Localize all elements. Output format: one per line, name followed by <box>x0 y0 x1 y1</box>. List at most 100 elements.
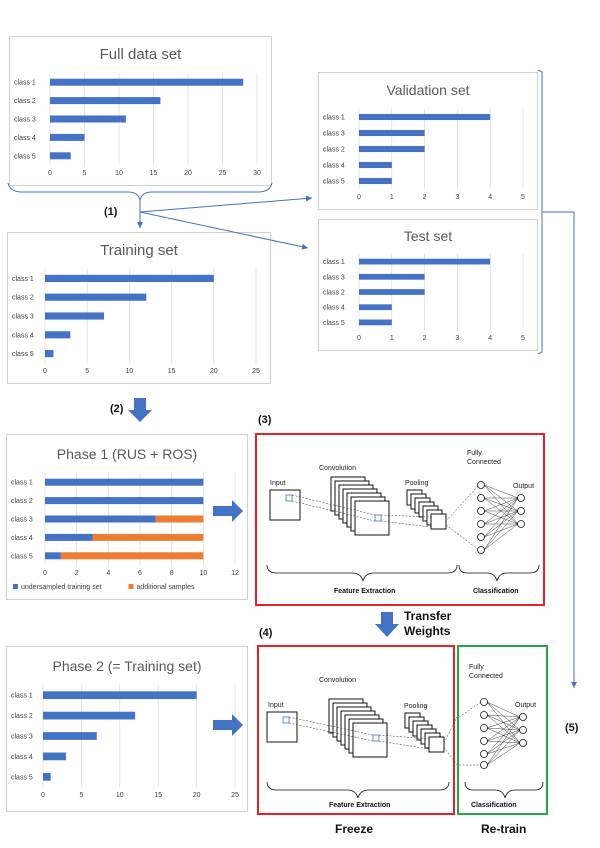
cnn-diagram-phase2-retrain: Fully Connected Output Classification <box>457 645 548 815</box>
phase1-bar <box>45 497 204 505</box>
cnn1-input-label: Input <box>270 480 286 487</box>
phase1-category-label: class 5 <box>11 553 33 560</box>
validation-tick-label: 4 <box>488 194 492 201</box>
training-category-label: class 5 <box>12 351 34 358</box>
pooling-stack <box>404 712 445 753</box>
training-tick-label: 10 <box>126 368 134 375</box>
training-bar <box>45 331 71 339</box>
phase1-tick-label: 2 <box>75 570 79 577</box>
training-set-svg: Training set 0 5 10 15 20 25 class 1 class 2 clas… <box>12 242 260 375</box>
cnn-diagram-phase2-freeze: Input Convolution Pooling <box>257 645 457 815</box>
validation-category-label: class 2 <box>323 147 345 154</box>
validation-tick-label: 1 <box>390 194 394 201</box>
phase2-tick-label: 5 <box>79 792 83 799</box>
phase1-chart: Phase 1 (RUS + ROS) 0 2 4 6 8 10 12 class 1 class… <box>6 434 248 600</box>
test-tick-label: 3 <box>455 335 459 342</box>
validation-set-chart: Validation set 0 1 2 3 4 5 class 1 class 3 class … <box>318 72 538 210</box>
classification-brace <box>464 781 544 799</box>
test-bar <box>359 258 491 265</box>
phase1-legend-label: undersampled training set <box>21 584 102 591</box>
test-category-label: class 2 <box>323 290 345 297</box>
training-bar <box>45 350 54 358</box>
input-kernel <box>282 716 290 724</box>
phase1-tick-label: 10 <box>199 570 207 577</box>
validation-bar <box>359 161 392 169</box>
step2-label: (2) <box>110 403 124 415</box>
training-tick-label: 5 <box>85 368 89 375</box>
freeze-label: Freeze <box>335 822 374 836</box>
phase1-svg: Phase 1 (RUS + ROS) 0 2 4 6 8 10 12 class 1 class… <box>11 446 239 591</box>
retrain-label: Re-train <box>481 822 527 836</box>
cnn1-fc-label-2: Connected <box>467 459 501 466</box>
test-set-svg: Test set 0 1 2 3 4 5 class 1 class 3 class 2 class… <box>323 228 525 342</box>
full-tick-label: 0 <box>48 170 52 177</box>
cnn-diagram-phase1: Input Convolution Pooling <box>255 433 545 606</box>
cnn1-feature-extraction: Feature Extraction <box>334 588 395 595</box>
phase1-bar <box>155 515 204 523</box>
cnn2-input-label: Input <box>268 702 284 709</box>
phase1-bar <box>45 478 204 486</box>
test-bar <box>359 319 392 326</box>
fully-connected-layer <box>477 481 485 554</box>
full-title: Full data set <box>100 46 183 63</box>
full-category-label: class 2 <box>14 98 36 105</box>
transfer-down-arrow-icon <box>375 612 399 637</box>
convolution-stack <box>328 698 388 758</box>
full-data-set-chart: Full data set 0 5 10 15 20 25 30 class 1 class 2 c… <box>9 36 272 186</box>
cnn1-pooling-label: Pooling <box>405 480 428 487</box>
phase2-bar <box>43 732 97 740</box>
test-category-label: class 1 <box>323 259 345 266</box>
training-category-label: class 4 <box>12 332 34 339</box>
down-arrow-icon <box>128 398 152 422</box>
cnn2-fc-label-1: Fully <box>469 664 484 671</box>
full-bar <box>50 133 85 141</box>
training-tick-label: 25 <box>252 368 260 375</box>
test-bar <box>359 304 392 311</box>
cnn2-output-label: Output <box>515 702 536 709</box>
cnn2-feature-extraction: Feature Extraction <box>329 802 390 809</box>
phase1-tick-label: 4 <box>106 570 110 577</box>
validation-title: Validation set <box>386 82 469 98</box>
validation-tick-label: 2 <box>423 194 427 201</box>
validation-tick-label: 3 <box>455 194 459 201</box>
input-kernel <box>285 494 293 502</box>
full-data-set-svg: Full data set 0 5 10 15 20 25 30 class 1 class 2 c… <box>14 46 261 177</box>
phase2-tick-label: 25 <box>231 792 239 799</box>
phase2-bar <box>43 752 67 761</box>
phase2-title: Phase 2 (= Training set) <box>52 658 201 674</box>
phase2-bar <box>43 691 197 700</box>
phase2-svg: Phase 2 (= Training set) 0 5 10 15 20 25 class … <box>11 658 239 799</box>
cnn2-pooling-label: Pooling <box>404 703 427 710</box>
phase1-category-label: class 3 <box>11 517 33 524</box>
phase1-tick-label: 0 <box>43 570 47 577</box>
phase1-category-label: class 2 <box>11 498 33 505</box>
phase2-category-label: class 1 <box>11 693 33 700</box>
training-category-label: class 1 <box>12 276 34 283</box>
phase1-tick-label: 6 <box>138 570 142 577</box>
validation-category-label: class 5 <box>323 179 345 186</box>
cnn1-output-label: Output <box>513 483 534 490</box>
phase2-bar <box>43 772 51 781</box>
full-category-label: class 1 <box>14 80 36 87</box>
test-bar <box>359 289 425 295</box>
cnn2-fc-label-2: Connected <box>469 673 503 680</box>
weights-label: Weights <box>404 624 451 638</box>
input-layer <box>269 489 301 521</box>
phase2-tick-label: 0 <box>41 792 45 799</box>
phase2-tick-label: 10 <box>116 792 124 799</box>
full-tick-label: 10 <box>115 170 123 177</box>
test-category-label: class 3 <box>323 274 345 281</box>
validation-category-label: class 1 <box>323 115 345 122</box>
test-tick-label: 4 <box>488 335 492 342</box>
phase1-bar <box>60 552 204 560</box>
pooling-stack <box>406 489 447 530</box>
input-layer <box>266 711 298 743</box>
validation-bar <box>359 177 392 185</box>
step3-label: (3) <box>258 414 272 426</box>
test-category-label: class 4 <box>323 305 345 312</box>
cnn-phase1-svg: Input Convolution Pooling <box>266 450 540 595</box>
feature-extraction-brace <box>266 781 450 799</box>
full-category-label: class 4 <box>14 135 36 142</box>
full-tick-label: 30 <box>253 170 261 177</box>
test-category-label: class 5 <box>323 320 345 327</box>
